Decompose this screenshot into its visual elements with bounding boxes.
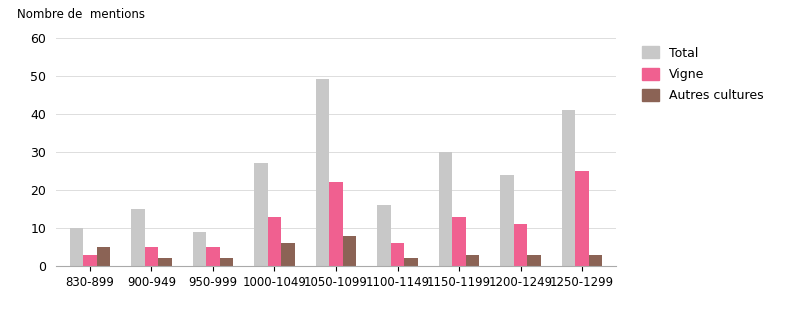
Bar bbox=[575, 171, 589, 266]
Bar bbox=[466, 255, 479, 266]
Bar bbox=[500, 175, 514, 266]
Text: Nombre de  mentions: Nombre de mentions bbox=[17, 8, 145, 21]
Bar bbox=[131, 209, 145, 266]
Bar bbox=[254, 163, 268, 266]
Bar bbox=[527, 255, 541, 266]
Bar bbox=[404, 259, 418, 266]
Bar bbox=[206, 247, 220, 266]
Bar bbox=[83, 255, 97, 266]
Bar bbox=[342, 236, 356, 266]
Bar bbox=[145, 247, 158, 266]
Legend: Total, Vigne, Autres cultures: Total, Vigne, Autres cultures bbox=[639, 44, 766, 105]
Bar bbox=[438, 152, 452, 266]
Bar bbox=[589, 255, 602, 266]
Bar bbox=[390, 243, 404, 266]
Bar bbox=[158, 259, 172, 266]
Bar bbox=[562, 110, 575, 266]
Bar bbox=[220, 259, 234, 266]
Bar bbox=[330, 182, 342, 266]
Bar bbox=[316, 80, 330, 266]
Bar bbox=[378, 205, 390, 266]
Bar bbox=[452, 217, 466, 266]
Bar bbox=[282, 243, 294, 266]
Bar bbox=[70, 228, 83, 266]
Bar bbox=[514, 224, 527, 266]
Bar bbox=[97, 247, 110, 266]
Bar bbox=[193, 232, 206, 266]
Bar bbox=[268, 217, 282, 266]
